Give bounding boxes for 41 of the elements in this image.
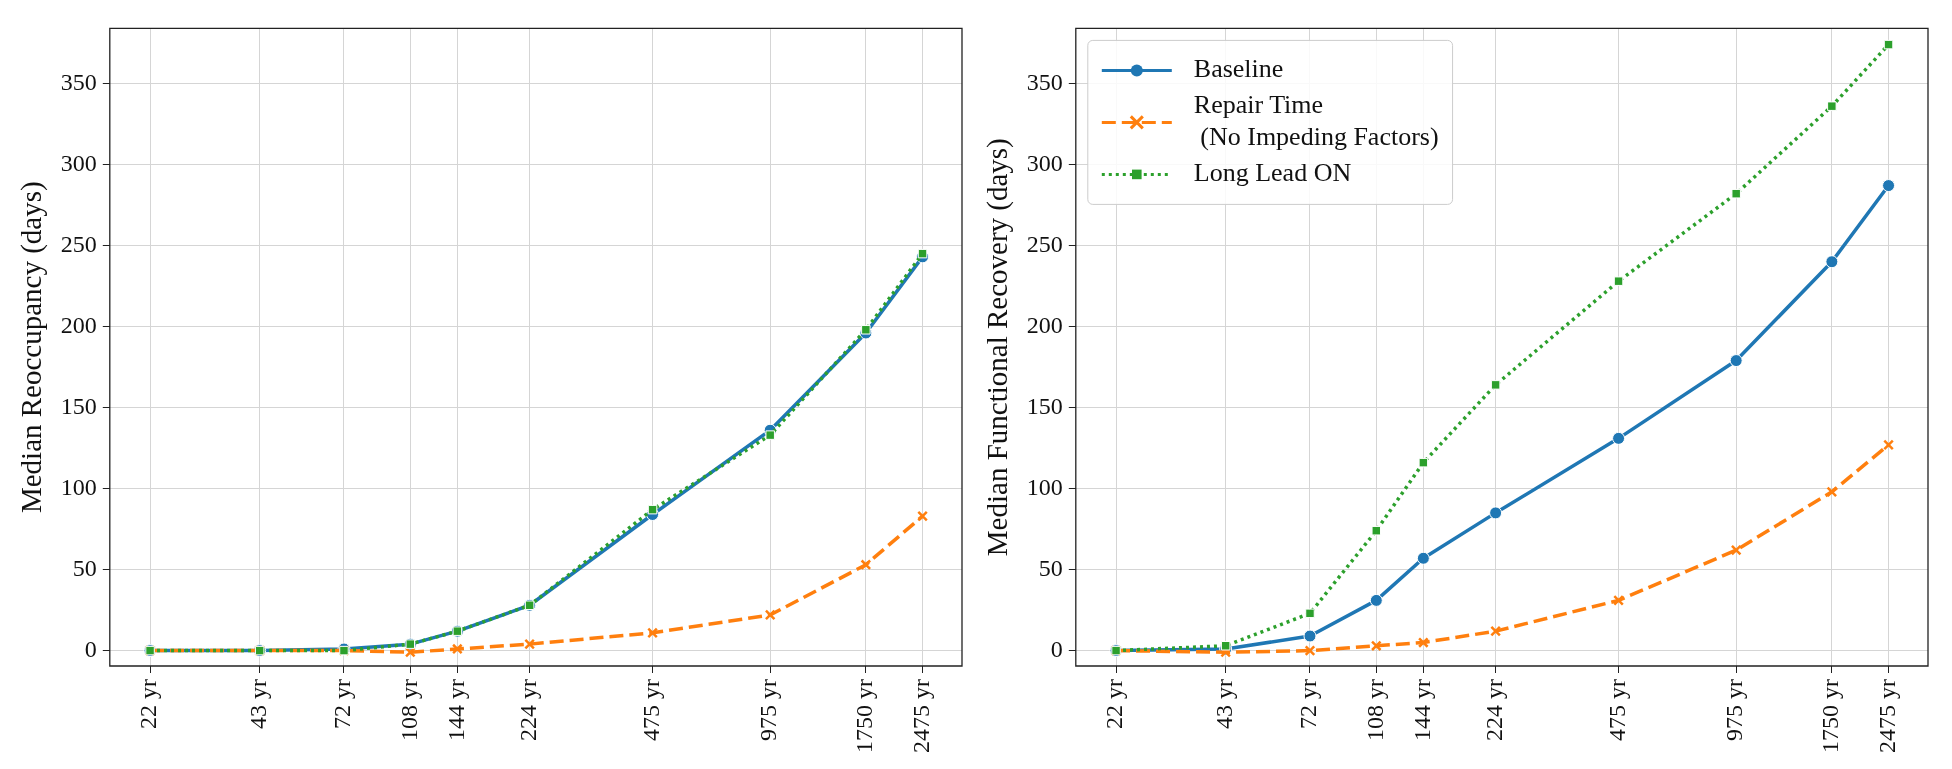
x-tick-label: 108 yr	[395, 679, 422, 742]
x-tick-label: 72 yr	[329, 679, 356, 730]
x-tick-label: 475 yr	[637, 679, 664, 742]
x-tick-label: 224 yr	[514, 679, 541, 742]
y-tick-label: 200	[1026, 311, 1063, 338]
x-tick-label: 1750 yr	[851, 679, 878, 754]
x-tick-label: 1750 yr	[1817, 679, 1844, 754]
legend-label: Repair Time (No Impeding Factors)	[1193, 90, 1439, 152]
x-tick-label: 975 yr	[755, 679, 782, 742]
y-tick-label: 100	[1026, 473, 1063, 500]
x-tick-label: 108 yr	[1361, 679, 1388, 742]
x-tick-label: 2475 yr	[1873, 679, 1900, 754]
y-tick-label: 350	[1026, 68, 1063, 95]
y-tick-label: 0	[1050, 635, 1063, 662]
y-tick-label: 150	[1026, 392, 1063, 419]
y-tick-label: 300	[1026, 149, 1063, 176]
x-tick-label: 72 yr	[1295, 679, 1322, 730]
y-tick-label: 150	[60, 392, 97, 419]
y-axis-title: Median Functional Recovery (days)	[981, 138, 1015, 557]
x-tick-label: 43 yr	[1210, 679, 1237, 730]
legend-label: Baseline	[1193, 54, 1284, 84]
y-tick-label: 250	[60, 230, 97, 257]
x-tick-label: 475 yr	[1603, 679, 1630, 742]
x-tick-label: 2475 yr	[907, 679, 934, 754]
x-tick-label: 975 yr	[1721, 679, 1748, 742]
x-tick-label: 144 yr	[442, 679, 469, 742]
x-tick-label: 43 yr	[244, 679, 271, 730]
y-tick-label: 350	[60, 68, 97, 95]
legend-label: Long Lead ON	[1193, 158, 1352, 188]
x-tick-label: 22 yr	[1101, 679, 1128, 730]
y-tick-label: 50	[72, 554, 97, 581]
x-tick-label: 224 yr	[1480, 679, 1507, 742]
y-tick-label: 300	[60, 149, 97, 176]
y-axis-title: Median Reoccupancy (days)	[15, 181, 49, 514]
y-tick-label: 0	[84, 635, 97, 662]
x-tick-label: 22 yr	[135, 679, 162, 730]
y-tick-label: 50	[1038, 554, 1063, 581]
x-tick-label: 144 yr	[1408, 679, 1435, 742]
y-tick-label: 250	[1026, 230, 1063, 257]
y-tick-label: 200	[60, 311, 97, 338]
y-tick-label: 100	[60, 473, 97, 500]
